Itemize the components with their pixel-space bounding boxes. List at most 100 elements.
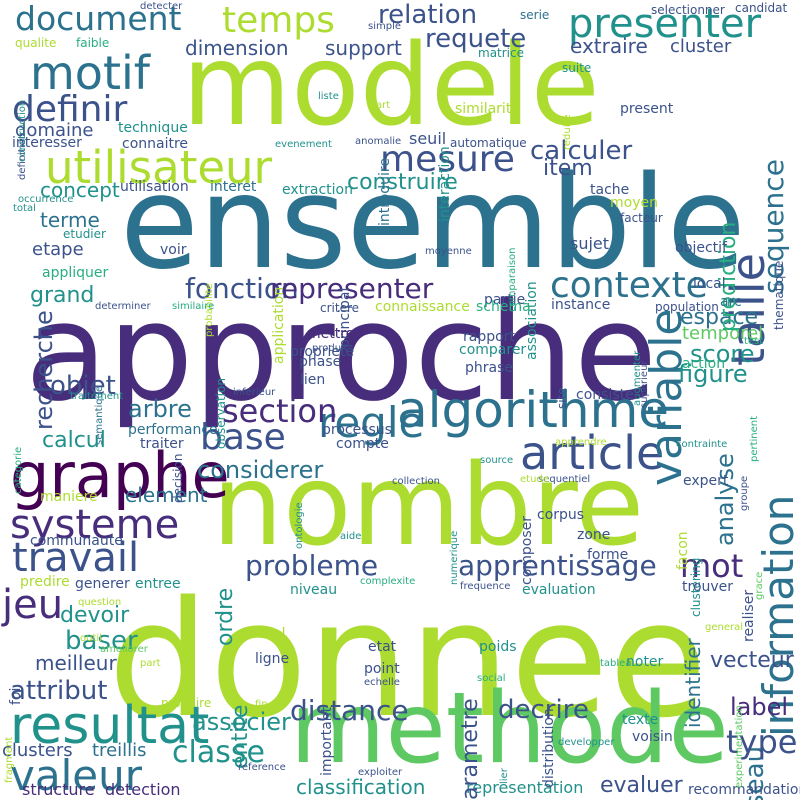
cloud-word-generer: generer	[75, 576, 130, 592]
cloud-word-observation: observation	[214, 378, 228, 450]
cloud-word-element: element	[125, 483, 208, 507]
cloud-word-composer: composer	[519, 516, 535, 586]
cloud-word-ensemble: ensemble	[120, 149, 746, 298]
cloud-word-frequence: frequence	[460, 581, 511, 592]
cloud-word-technique: technique	[118, 120, 188, 136]
cloud-word-utilisateur: utilisateur	[45, 141, 273, 194]
cloud-word-traiter: traiter	[140, 436, 184, 452]
cloud-word-devoir: devoir	[60, 603, 130, 628]
cloud-word-zone: zone	[577, 527, 611, 543]
cloud-word-regle: regle	[318, 398, 425, 447]
cloud-word-developper: developper	[558, 737, 615, 748]
cloud-word-etat: etat	[368, 639, 397, 655]
cloud-word-anomalie: anomalie	[355, 136, 402, 147]
cloud-word-corpus: corpus	[537, 507, 585, 523]
cloud-word-rapport: rapport	[463, 329, 515, 345]
cloud-word-section: section	[222, 392, 338, 430]
cloud-word-objectif: objectif	[675, 240, 727, 256]
cloud-word-definir: definir	[12, 89, 128, 130]
cloud-word-reference: reference	[238, 762, 286, 773]
cloud-word-lier: lier	[499, 768, 510, 784]
cloud-word-arc: arc	[720, 294, 742, 310]
cloud-word-suite: suite	[562, 61, 592, 75]
cloud-word-art: art	[376, 100, 391, 111]
cloud-word-appliquer: appliquer	[42, 265, 109, 281]
cloud-word-classe: classe	[172, 735, 265, 770]
cloud-word-noter: noter	[626, 654, 664, 670]
cloud-word-detecter: detecter	[140, 1, 183, 12]
cloud-word-nombre: nombre	[212, 441, 645, 571]
cloud-word-approche: approche	[25, 274, 658, 431]
cloud-word-predire: predire	[20, 574, 70, 590]
cloud-word-jeu: jeu	[2, 582, 64, 628]
cloud-word-extraire: extraire	[570, 34, 648, 58]
cloud-word-similarite: similarite	[455, 101, 520, 117]
cloud-word-vecteur: vecteur	[710, 648, 794, 673]
cloud-word-distance: distance	[290, 694, 409, 727]
cloud-word-candidat: candidat	[735, 1, 788, 15]
cloud-word-instance: instance	[551, 297, 611, 313]
cloud-word-faible: faible	[76, 36, 110, 50]
cloud-word-lien: lien	[300, 372, 326, 388]
cloud-word-comparer: comparer	[459, 342, 527, 358]
cloud-word-complexite: complexite	[360, 576, 416, 587]
cloud-word-connaissance: connaissance	[375, 299, 470, 315]
cloud-word-expert: expert	[683, 473, 729, 489]
cloud-word-traitement: traitement	[70, 391, 124, 402]
cloud-word-forme: forme	[587, 547, 629, 563]
cloud-word-aide: aide	[340, 531, 362, 542]
cloud-word-question: question	[78, 597, 122, 608]
cloud-word-present: present	[620, 101, 674, 117]
cloud-word-grace: grace	[754, 571, 765, 600]
cloud-word-construction: construction	[17, 99, 28, 162]
cloud-word-voir: voir	[160, 242, 187, 258]
cloud-word-document: document	[15, 0, 182, 38]
cloud-word-mot: mot	[680, 547, 744, 585]
cloud-word-trouver: trouver	[682, 579, 734, 595]
cloud-word-general: general	[705, 622, 744, 633]
cloud-word-partie: partie	[484, 292, 526, 308]
cloud-word-simple: simple	[368, 21, 402, 32]
cloud-word-test: test	[744, 336, 764, 347]
cloud-word-methode: methode	[290, 672, 729, 786]
cloud-word-social: social	[477, 673, 506, 684]
cloud-word-foi: foi	[8, 687, 24, 706]
cloud-word-treillis: treillis	[92, 740, 147, 761]
cloud-word-similaire: similaire	[172, 301, 215, 312]
cloud-word-terme: terme	[40, 208, 100, 232]
cloud-word-considerer: considerer	[197, 456, 324, 484]
cloud-word-processus: processus	[322, 422, 392, 438]
cloud-word-critere: critere	[320, 301, 360, 315]
cloud-word-ordre: ordre	[213, 587, 238, 646]
cloud-word-construire: construire	[347, 170, 458, 195]
cloud-word-parametre: parametre	[458, 698, 483, 800]
cloud-word-evaluer: evaluer	[600, 773, 683, 798]
cloud-word-etude: etude	[520, 474, 549, 485]
cloud-word-sujet: sujet	[570, 234, 610, 253]
cloud-word-cluster: cluster	[670, 36, 732, 57]
cloud-word-texte: texte	[622, 712, 659, 728]
cloud-word-matrice: matrice	[478, 46, 524, 60]
cloud-word-detection: detection	[105, 780, 181, 799]
cloud-word-temps: temps	[222, 0, 335, 41]
cloud-word-fragment: fragment	[4, 736, 15, 783]
cloud-word-grand: grand	[30, 283, 95, 308]
cloud-word-outil: outil	[80, 633, 102, 644]
cloud-word-attribut: attribut	[10, 676, 108, 706]
cloud-word-compte: compte	[336, 436, 389, 452]
cloud-word-point: point	[364, 661, 400, 677]
cloud-word-decrire: decrire	[498, 695, 589, 725]
cloud-word-entree: entree	[135, 576, 181, 592]
cloud-word-schema: schema	[476, 299, 531, 315]
cloud-word-temporel: temporel	[682, 323, 764, 344]
cloud-word-evaluation: evaluation	[522, 582, 596, 598]
cloud-word-total: total	[13, 203, 36, 214]
cloud-word-resultat: resultat	[10, 696, 210, 756]
cloud-word-reduire: reduire	[562, 114, 573, 150]
cloud-word-mettre: mettre	[307, 326, 355, 342]
cloud-word-tache: tache	[590, 182, 630, 198]
cloud-word-action: action	[682, 356, 726, 372]
cloud-word-phrase: phrase	[465, 360, 514, 376]
cloud-word-probleme: probleme	[245, 549, 379, 582]
